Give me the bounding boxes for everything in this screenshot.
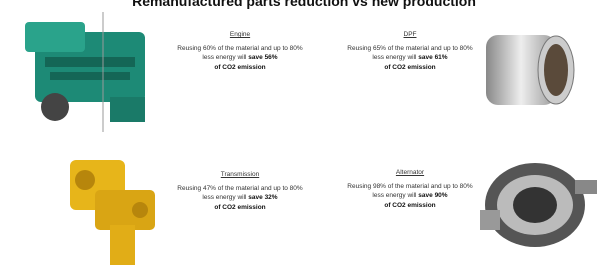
transmission-image bbox=[55, 150, 175, 268]
item-name: Transmission bbox=[175, 170, 305, 180]
item-ending: of CO2 emission bbox=[175, 63, 305, 73]
item-highlight: save 56% bbox=[248, 54, 277, 61]
item-highlight: save 90% bbox=[418, 192, 447, 199]
item-text: Engine Reusing 60% of the material and up… bbox=[175, 30, 305, 72]
item-ending: of CO2 emission bbox=[345, 63, 475, 73]
item-name: DPF bbox=[345, 30, 475, 40]
item-text: Transmission Reusing 47% of the material … bbox=[175, 170, 305, 212]
engine-image bbox=[15, 12, 175, 132]
item-description: Reusing 65% of the material and up to 80… bbox=[347, 45, 472, 62]
item-name: Alternator bbox=[345, 168, 475, 178]
item-description: Reusing 60% of the material and up to 80… bbox=[177, 45, 302, 62]
item-description: Reusing 98% of the material and up to 80… bbox=[347, 183, 472, 200]
item-description-block: Reusing 98% of the material and up to 80… bbox=[345, 182, 475, 201]
item-name: Engine bbox=[175, 30, 305, 40]
item-description: Reusing 47% of the material and up to 80… bbox=[177, 185, 302, 202]
alternator-image bbox=[470, 150, 605, 260]
infographic: Remanufactured parts reduction vs new pr… bbox=[0, 0, 608, 268]
item-highlight: save 32% bbox=[248, 194, 277, 201]
title: Remanufactured parts reduction vs new pr… bbox=[0, 0, 608, 9]
item-description-block: Reusing 47% of the material and up to 80… bbox=[175, 184, 305, 203]
dpf-image bbox=[478, 25, 588, 115]
item-description-block: Reusing 65% of the material and up to 80… bbox=[345, 44, 475, 63]
item-ending: of CO2 emission bbox=[345, 201, 475, 211]
item-text: Alternator Reusing 98% of the material an… bbox=[345, 168, 475, 210]
item-text: DPF Reusing 65% of the material and up to… bbox=[345, 30, 475, 72]
item-highlight: save 61% bbox=[418, 54, 447, 61]
item-description-block: Reusing 60% of the material and up to 80… bbox=[175, 44, 305, 63]
item-ending: of CO2 emission bbox=[175, 203, 305, 213]
